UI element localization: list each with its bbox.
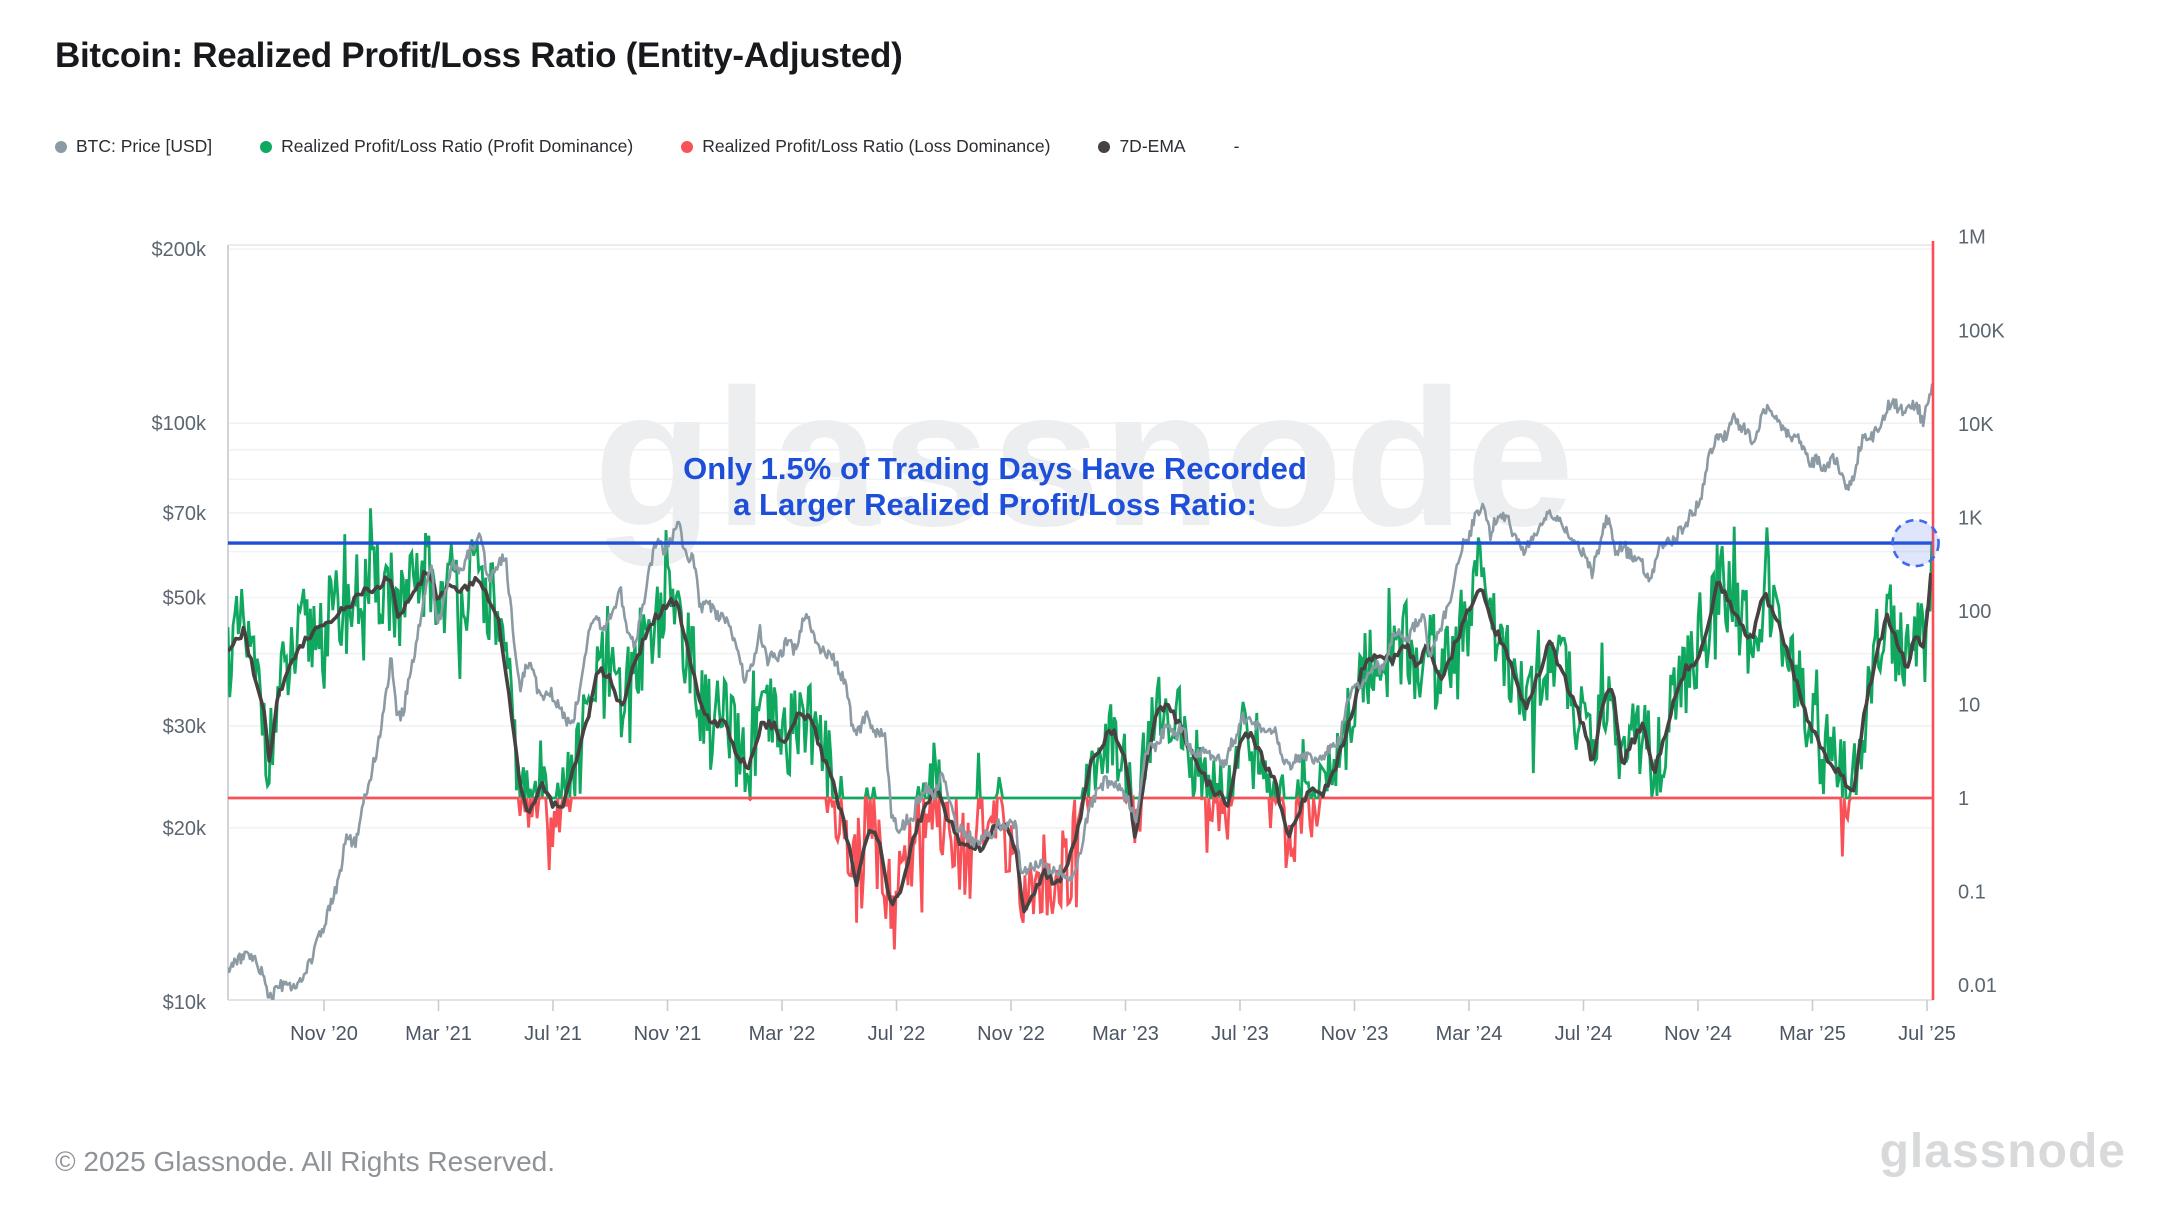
legend-label: Realized Profit/Loss Ratio (Loss Dominan… bbox=[702, 136, 1051, 156]
x-axis-tick: Nov ’20 bbox=[290, 1023, 358, 1045]
legend-item-1[interactable]: Realized Profit/Loss Ratio (Profit Domin… bbox=[260, 136, 633, 157]
x-axis-tick: Jul ’23 bbox=[1211, 1023, 1269, 1045]
legend-label: BTC: Price [USD] bbox=[76, 136, 213, 156]
x-axis-tick: Nov ’21 bbox=[634, 1023, 702, 1045]
right-axis-tick: 10K bbox=[1958, 414, 1994, 436]
right-axis-tick: 10 bbox=[1958, 695, 1980, 717]
legend-label: - bbox=[1233, 136, 1240, 156]
legend-label: 7D-EMA bbox=[1119, 136, 1186, 156]
left-axis-tick: $70k bbox=[163, 503, 207, 525]
legend-marker-icon bbox=[681, 140, 694, 153]
annotation-line-1: Only 1.5% of Trading Days Have Recorded bbox=[683, 451, 1307, 486]
right-axis-tick: 0.01 bbox=[1958, 975, 1997, 997]
x-axis-tick: Nov ’22 bbox=[977, 1023, 1045, 1045]
x-axis-tick: Mar ’22 bbox=[749, 1023, 816, 1045]
page-title: Bitcoin: Realized Profit/Loss Ratio (Ent… bbox=[55, 36, 903, 75]
right-axis-tick: 1 bbox=[1958, 788, 1969, 810]
x-axis-tick: Jul ’21 bbox=[524, 1023, 582, 1045]
x-axis-tick: Nov ’24 bbox=[1664, 1023, 1732, 1045]
left-axis-tick: $20k bbox=[163, 818, 207, 840]
left-axis-tick: $30k bbox=[163, 716, 207, 738]
ratio-profit-series bbox=[228, 508, 1933, 803]
left-axis-tick: $10k bbox=[163, 992, 207, 1014]
x-axis-tick: Jul ’24 bbox=[1555, 1023, 1613, 1045]
legend-item-2[interactable]: Realized Profit/Loss Ratio (Loss Dominan… bbox=[681, 136, 1050, 157]
legend-item-3[interactable]: 7D-EMA bbox=[1098, 136, 1186, 157]
legend-marker-icon bbox=[55, 140, 67, 153]
copyright-text: © 2025 Glassnode. All Rights Reserved. bbox=[55, 1146, 556, 1177]
annotation-line-2: a Larger Realized Profit/Loss Ratio: bbox=[733, 487, 1257, 522]
left-axis-tick: $100k bbox=[152, 413, 207, 435]
x-axis-tick: Mar ’21 bbox=[405, 1023, 472, 1045]
right-axis-tick: 1M bbox=[1958, 227, 1986, 249]
x-axis-tick: Jul ’25 bbox=[1898, 1023, 1956, 1045]
legend-item-0[interactable]: BTC: Price [USD] bbox=[55, 136, 212, 157]
ratio-7d-ema-line bbox=[228, 570, 1933, 914]
x-axis-tick: Nov ’23 bbox=[1321, 1023, 1389, 1045]
glassnode-logo: glassnode bbox=[1879, 1125, 2126, 1178]
legend-label: Realized Profit/Loss Ratio (Profit Domin… bbox=[281, 136, 634, 156]
chart-annotation: Only 1.5% of Trading Days Have Recorded … bbox=[683, 451, 1307, 523]
x-axis-tick: Mar ’23 bbox=[1092, 1023, 1159, 1045]
right-axis-tick: 100K bbox=[1958, 320, 2005, 342]
highlight-circle bbox=[1891, 518, 1940, 568]
left-axis-tick: $200k bbox=[152, 239, 207, 261]
legend-marker-icon bbox=[260, 140, 273, 153]
x-axis-tick: Mar ’24 bbox=[1436, 1023, 1503, 1045]
right-axis-tick: 1K bbox=[1958, 507, 1983, 529]
left-axis-tick: $50k bbox=[163, 588, 207, 610]
right-axis-tick: 100 bbox=[1958, 601, 1991, 623]
chart-legend: BTC: Price [USD] Realized Profit/Loss Rat… bbox=[55, 136, 1239, 157]
legend-marker-icon bbox=[1098, 140, 1111, 153]
watermark: glassnode bbox=[594, 349, 1576, 567]
btc-price-line bbox=[228, 383, 1933, 1000]
x-axis-tick: Jul ’22 bbox=[868, 1023, 926, 1045]
right-axis-tick: 0.1 bbox=[1958, 882, 1986, 904]
legend-item-4[interactable]: - bbox=[1234, 136, 1240, 157]
x-axis-tick: Mar ’25 bbox=[1779, 1023, 1846, 1045]
